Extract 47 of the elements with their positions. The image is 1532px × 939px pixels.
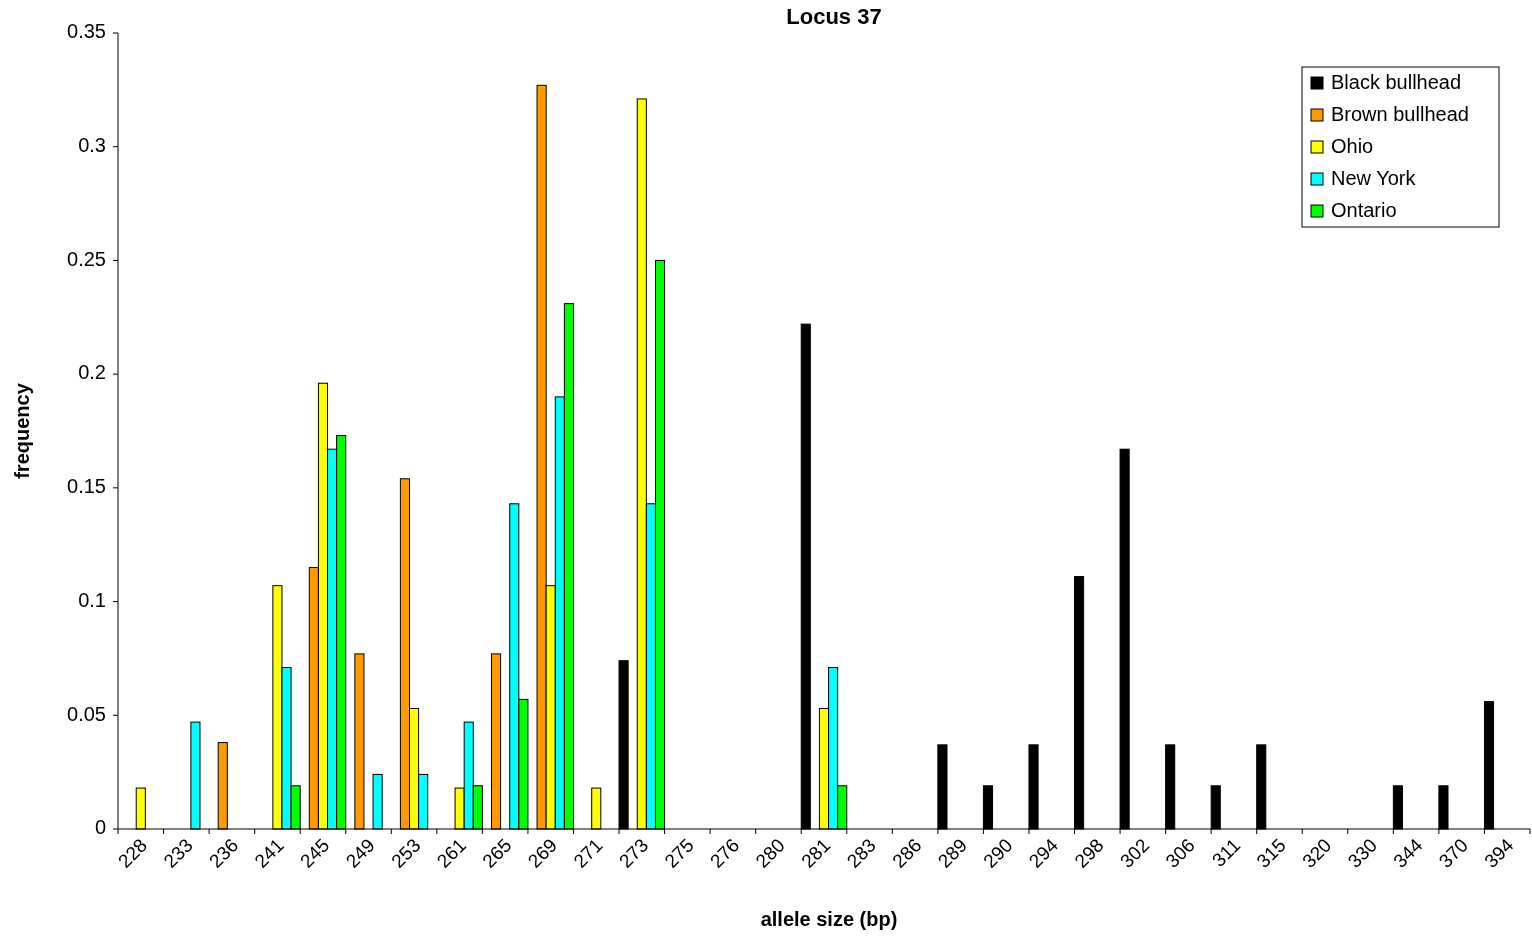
x-tick-label: 265: [478, 834, 516, 872]
x-tick-label: 290: [979, 834, 1017, 872]
x-tick-label: 275: [660, 834, 698, 872]
y-tick-label: 0.05: [67, 702, 106, 725]
x-tick-label: 271: [569, 834, 607, 872]
x-tick-label: 236: [204, 834, 243, 872]
legend-label: Ohio: [1331, 135, 1374, 158]
x-tick-label: 233: [159, 834, 197, 872]
x-tick-label: 311: [1208, 834, 1245, 871]
x-tick-label: 261: [432, 834, 470, 872]
x-tick-label: 289: [933, 834, 972, 872]
y-axis-title: frequency: [11, 382, 34, 479]
y-tick-label: 0: [94, 816, 106, 839]
y-tick-label: 0.15: [67, 475, 106, 498]
y-tick-label: 0.25: [67, 247, 106, 270]
chart-title: Locus 37: [786, 3, 882, 29]
x-tick-label: 320: [1298, 834, 1336, 872]
x-tick-label: 344: [1389, 834, 1427, 872]
y-tick-label: 0.1: [78, 588, 106, 611]
x-tick-label: 370: [1434, 834, 1473, 872]
legend-label: Ontario: [1331, 199, 1397, 222]
x-tick-label: 298: [1070, 834, 1108, 872]
legend-label: Black bullhead: [1331, 71, 1462, 94]
x-tick-label: 253: [387, 834, 425, 872]
x-tick-label: 269: [523, 834, 562, 872]
legend-label: Brown bullhead: [1331, 103, 1469, 126]
x-tick-label: 273: [614, 834, 653, 872]
x-tick-label: 315: [1252, 834, 1290, 872]
y-tick-label: 0.2: [78, 361, 106, 384]
y-tick-label: 0.3: [78, 134, 106, 156]
x-tick-label: 286: [888, 834, 926, 872]
x-axis-title: allele size (bp): [760, 908, 898, 931]
legend-label: New York: [1331, 167, 1417, 190]
x-tick-label: 302: [1115, 834, 1154, 872]
x-tick-label: 276: [706, 834, 744, 872]
x-tick-label: 306: [1161, 834, 1199, 872]
x-tick-label: 283: [842, 834, 880, 872]
x-tick-label: 241: [250, 834, 288, 872]
x-tick-label: 281: [797, 834, 835, 872]
x-tick-label: 280: [751, 834, 789, 872]
x-tick-label: 245: [296, 834, 334, 872]
x-tick-label: 394: [1480, 834, 1518, 872]
y-tick-label: 0.35: [67, 20, 106, 43]
x-tick-label: 330: [1343, 834, 1381, 872]
x-tick-label: 228: [113, 834, 152, 872]
x-tick-label: 294: [1024, 834, 1063, 872]
x-tick-label: 249: [341, 834, 379, 872]
